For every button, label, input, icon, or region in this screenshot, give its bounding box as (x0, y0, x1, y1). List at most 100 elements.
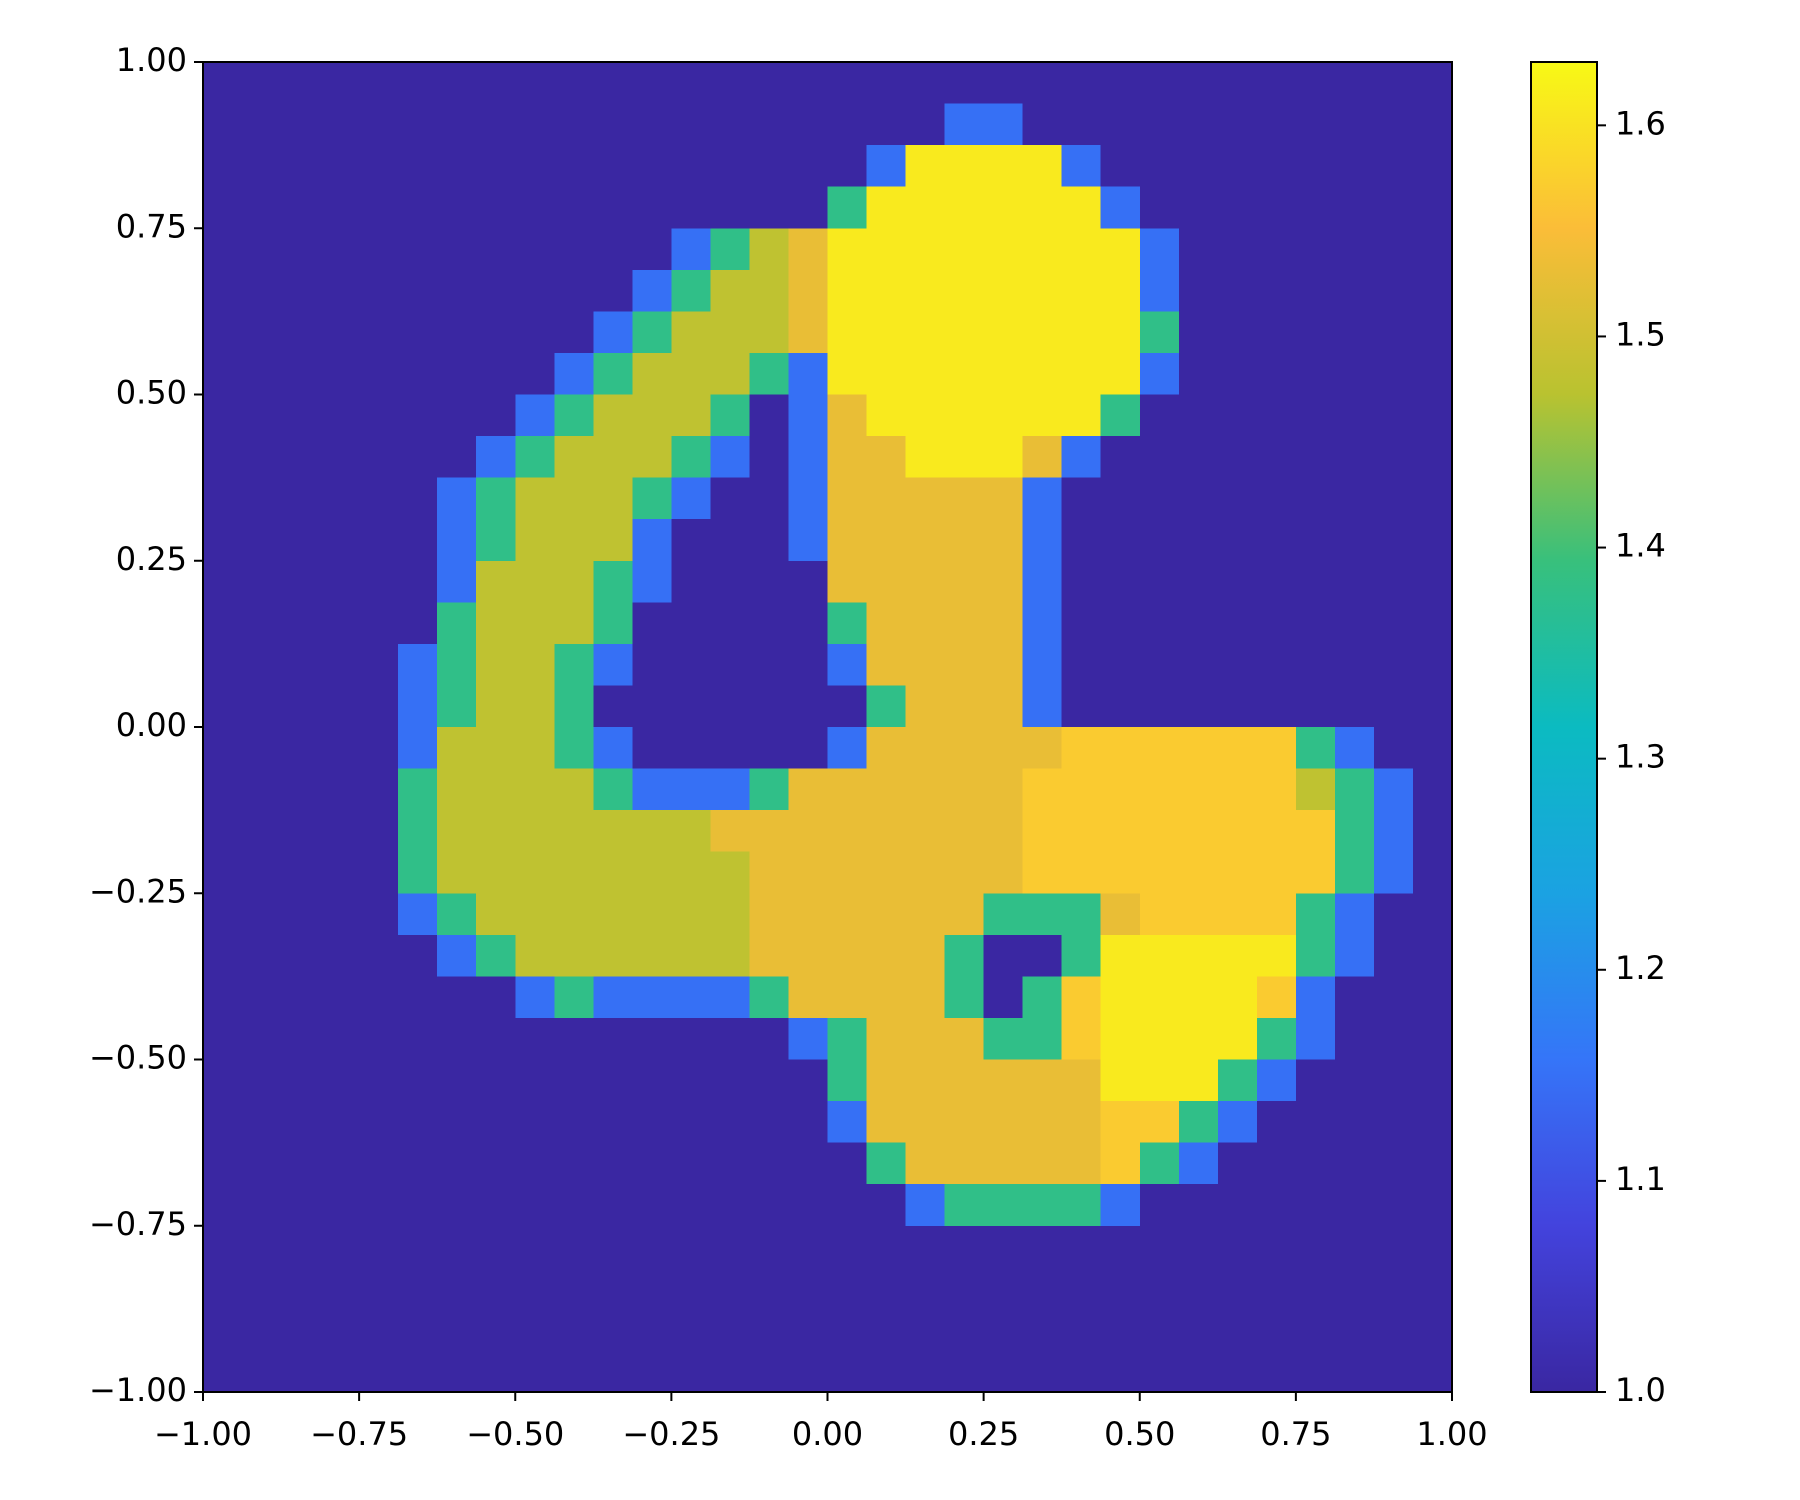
heatmap-cell (749, 1184, 790, 1227)
heatmap-cell (1217, 1308, 1258, 1352)
heatmap-cell (1373, 145, 1414, 188)
heatmap-cell (1295, 1350, 1336, 1393)
heatmap-cell (398, 727, 438, 770)
heatmap-cell (1100, 685, 1141, 728)
heatmap-cell (905, 1059, 946, 1102)
heatmap-cell (398, 352, 438, 396)
heatmap-cell (398, 311, 438, 354)
heatmap-cell (905, 103, 946, 146)
heatmap-cell (983, 228, 1024, 271)
heatmap-cell (437, 893, 477, 936)
heatmap-cell (515, 228, 555, 271)
heatmap-cell (1256, 727, 1297, 770)
heatmap-cell (944, 768, 985, 811)
heatmap-cell (320, 768, 360, 811)
heatmap-cell (944, 1350, 985, 1393)
heatmap-cell (1139, 1225, 1180, 1268)
heatmap-cell (827, 1017, 868, 1061)
heatmap-cell (1217, 1225, 1258, 1268)
heatmap-cell (1139, 477, 1180, 520)
heatmap-cell (788, 269, 829, 312)
heatmap-cell (320, 519, 360, 562)
heatmap-cell (515, 560, 555, 603)
heatmap-cell (827, 1267, 868, 1310)
heatmap-cell (1295, 62, 1336, 105)
heatmap-cell (593, 1101, 633, 1144)
heatmap-cell (1061, 768, 1102, 811)
heatmap-cell (1295, 228, 1336, 271)
heatmap-cell (398, 934, 438, 977)
heatmap-cell (671, 477, 712, 520)
heatmap-cell (437, 436, 477, 479)
heatmap-cell (905, 893, 946, 936)
heatmap-cell (242, 810, 282, 853)
heatmap-cell (1295, 519, 1336, 562)
heatmap-cell (593, 62, 633, 105)
heatmap-cell (1412, 1142, 1453, 1185)
heatmap-cell (1178, 727, 1219, 770)
heatmap-cell (359, 311, 399, 354)
heatmap-cell (1334, 62, 1375, 105)
heatmap-cell (398, 1308, 438, 1352)
heatmap-cell (281, 228, 321, 271)
heatmap-cell (320, 1225, 360, 1268)
heatmap-cell (554, 103, 594, 146)
heatmap-cell (983, 1308, 1024, 1352)
heatmap-cell (1373, 685, 1414, 728)
heatmap-cell (554, 311, 594, 354)
heatmap-cell (710, 103, 751, 146)
heatmap-cell (476, 1101, 516, 1144)
heatmap-cell (398, 685, 438, 728)
heatmap-cell (788, 394, 829, 437)
heatmap-cell (476, 1184, 516, 1227)
heatmap-cell (1217, 1017, 1258, 1061)
heatmap-cell (1256, 186, 1297, 229)
heatmap-cell (359, 62, 399, 105)
heatmap-cell (1139, 1350, 1180, 1393)
heatmap-cell (983, 1184, 1024, 1227)
heatmap-cell (320, 934, 360, 977)
heatmap-cell (944, 1184, 985, 1227)
heatmap-cell (359, 1059, 399, 1102)
heatmap-cell (320, 893, 360, 936)
heatmap-cell (905, 1101, 946, 1144)
heatmap-cell (1412, 62, 1453, 105)
heatmap-cell (476, 1350, 516, 1393)
heatmap-cell (593, 352, 633, 396)
heatmap-cell (1139, 1101, 1180, 1144)
heatmap-cell (749, 810, 790, 853)
heatmap-cell (320, 186, 360, 229)
heatmap-cell (398, 1059, 438, 1102)
heatmap-cell (359, 560, 399, 603)
heatmap-cell (515, 1101, 555, 1144)
heatmap-cell (281, 810, 321, 853)
heatmap-cell (710, 1101, 751, 1144)
heatmap-cell (242, 436, 282, 479)
heatmap-cell (788, 1350, 829, 1393)
heatmap-cell (866, 976, 907, 1019)
heatmap-cell (905, 394, 946, 437)
heatmap-cell (1178, 1101, 1219, 1144)
heatmap-cell (983, 643, 1024, 687)
heatmap-cell (1256, 1350, 1297, 1393)
heatmap-cell (1061, 1059, 1102, 1102)
heatmap-cell (242, 394, 282, 437)
heatmap-cell (944, 602, 985, 645)
heatmap-cell (905, 519, 946, 562)
heatmap-cell (242, 1267, 282, 1310)
heatmap-cell (1373, 352, 1414, 396)
heatmap-cell (437, 976, 477, 1019)
heatmap-cell (281, 352, 321, 396)
heatmap-cell (905, 560, 946, 603)
heatmap-cell (866, 519, 907, 562)
heatmap-cell (710, 394, 751, 437)
heatmap-cell (476, 1059, 516, 1102)
heatmap-cell (554, 1142, 594, 1185)
heatmap-cell (437, 810, 477, 853)
heatmap-cell (1061, 810, 1102, 853)
heatmap-cell (710, 477, 751, 520)
heatmap-cell (749, 934, 790, 977)
heatmap-cell (320, 1308, 360, 1352)
heatmap-cell (281, 1350, 321, 1393)
heatmap-cell (1256, 893, 1297, 936)
